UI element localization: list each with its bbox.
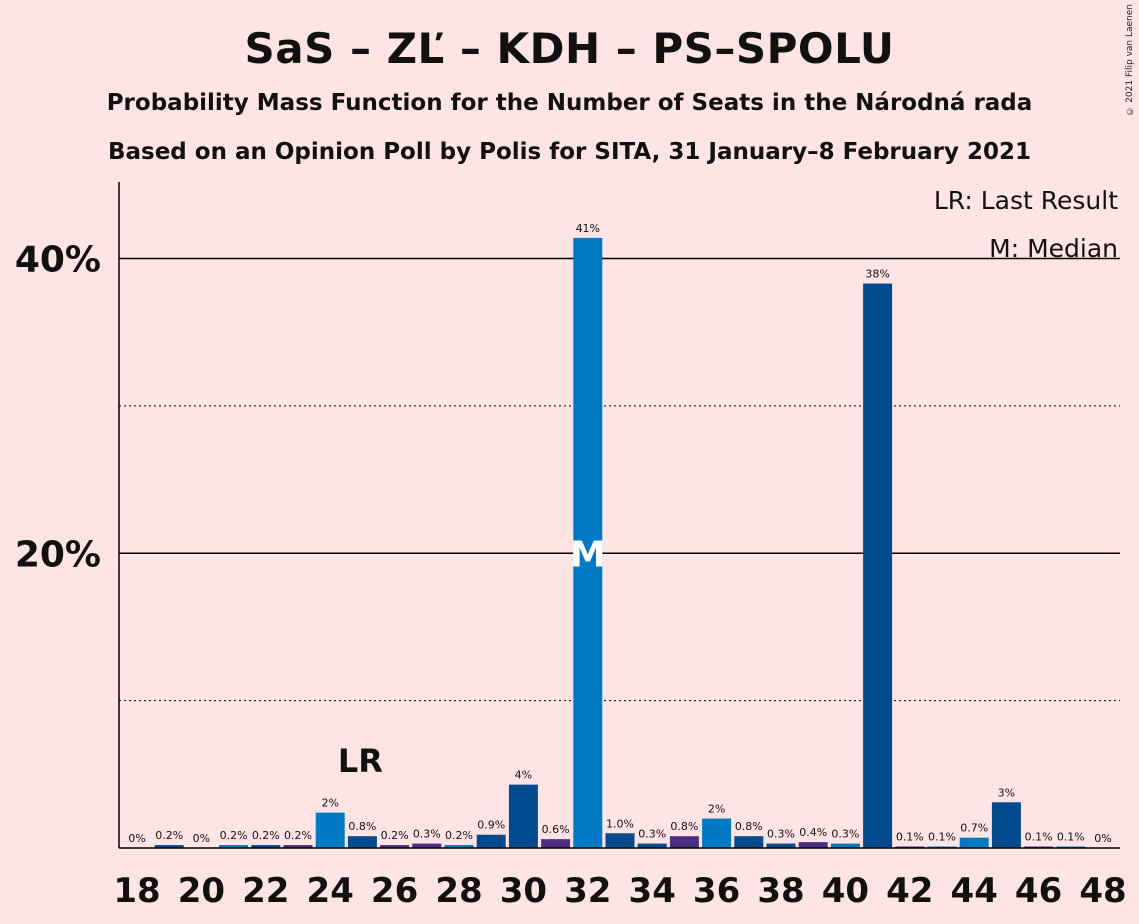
bar-seat-31 [541, 839, 571, 848]
data-label-seat-47: 0.1% [1057, 831, 1085, 844]
data-label-seat-39: 0.4% [799, 826, 827, 839]
data-label-seat-33: 1.0% [606, 817, 634, 830]
data-label-seat-41: 38% [865, 268, 889, 281]
bar-seat-44 [959, 837, 989, 848]
bar-seat-30 [508, 784, 538, 848]
x-tick-label: 36 [693, 871, 740, 911]
bar-seat-24 [315, 812, 345, 848]
data-label-seat-31: 0.6% [542, 823, 570, 836]
bar-seat-35 [669, 836, 699, 848]
x-tick-label: 22 [242, 871, 289, 911]
data-label-seat-43: 0.1% [928, 831, 956, 844]
data-label-seat-38: 0.3% [767, 828, 795, 841]
bar-seat-41 [863, 283, 893, 849]
bar-seat-32 [573, 237, 603, 848]
y-tick-label: 40% [15, 240, 101, 281]
bar-seat-39 [798, 842, 828, 848]
x-tick-label: 18 [113, 871, 160, 911]
x-tick-label: 20 [178, 871, 225, 911]
bar-seat-22 [251, 845, 281, 848]
data-label-seat-36: 2% [708, 803, 725, 816]
data-label-seat-48: 0% [1094, 832, 1111, 845]
last-result-marker: LR [338, 742, 383, 780]
x-tick-label: 28 [435, 871, 482, 911]
data-label-seat-21: 0.2% [220, 829, 248, 842]
bar-seat-19 [154, 845, 184, 848]
data-label-seat-37: 0.8% [735, 820, 763, 833]
data-label-seat-26: 0.2% [381, 829, 409, 842]
bar-seat-25 [347, 836, 377, 848]
bar-seat-21 [219, 845, 249, 848]
data-label-seat-45: 3% [998, 786, 1015, 799]
bar-seat-37 [734, 836, 764, 848]
legend-median: M: Median [989, 234, 1118, 263]
bar-seat-40 [830, 843, 860, 848]
data-label-seat-20: 0% [193, 832, 210, 845]
bar-seat-27 [412, 843, 442, 848]
x-tick-label: 38 [757, 871, 804, 911]
data-label-seat-42: 0.1% [896, 831, 924, 844]
x-tick-label: 42 [886, 871, 933, 911]
bar-seat-34 [637, 843, 667, 848]
chart-subtitle: Probability Mass Function for the Number… [106, 90, 1033, 116]
bar-seat-45 [991, 802, 1021, 848]
x-tick-label: 44 [951, 871, 998, 911]
data-label-seat-29: 0.9% [477, 819, 505, 832]
data-label-seat-23: 0.2% [284, 829, 312, 842]
x-tick-label: 32 [564, 871, 611, 911]
data-label-seat-34: 0.3% [638, 828, 666, 841]
data-label-seat-27: 0.3% [413, 828, 441, 841]
data-label-seat-35: 0.8% [670, 820, 698, 833]
data-label-seat-32: 41% [576, 222, 600, 235]
data-label-seat-44: 0.7% [960, 822, 988, 835]
data-label-seat-19: 0.2% [155, 829, 183, 842]
x-tick-label: 46 [1015, 871, 1062, 911]
bar-seat-36 [702, 818, 732, 848]
bar-seat-26 [380, 845, 410, 848]
bar-seat-23 [283, 845, 313, 848]
bar-seat-28 [444, 845, 474, 848]
x-tick-label: 48 [1079, 871, 1126, 911]
x-tick-label: 34 [629, 871, 676, 911]
data-label-seat-30: 4% [515, 769, 532, 782]
x-tick-label: 40 [822, 871, 869, 911]
chart-title: SaS – ZĽ – KDH – PS–SPOLU [244, 24, 895, 73]
x-tick-label: 30 [500, 871, 547, 911]
bar-seat-33 [605, 833, 635, 848]
x-tick-label: 26 [371, 871, 418, 911]
data-label-seat-22: 0.2% [252, 829, 280, 842]
y-tick-label: 20% [15, 534, 101, 575]
median-marker: M [570, 534, 606, 575]
chart-subtitle-source: Based on an Opinion Poll by Polis for SI… [107, 139, 1032, 165]
bar-seat-29 [476, 834, 506, 848]
x-tick-label: 24 [307, 871, 354, 911]
bar-seat-38 [766, 843, 796, 848]
data-label-seat-18: 0% [128, 832, 145, 845]
legend-last-result: LR: Last Result [934, 186, 1118, 215]
data-label-seat-46: 0.1% [1025, 831, 1053, 844]
data-label-seat-28: 0.2% [445, 829, 473, 842]
data-label-seat-40: 0.3% [831, 828, 859, 841]
data-label-seat-25: 0.8% [348, 820, 376, 833]
data-label-seat-24: 2% [321, 797, 338, 810]
